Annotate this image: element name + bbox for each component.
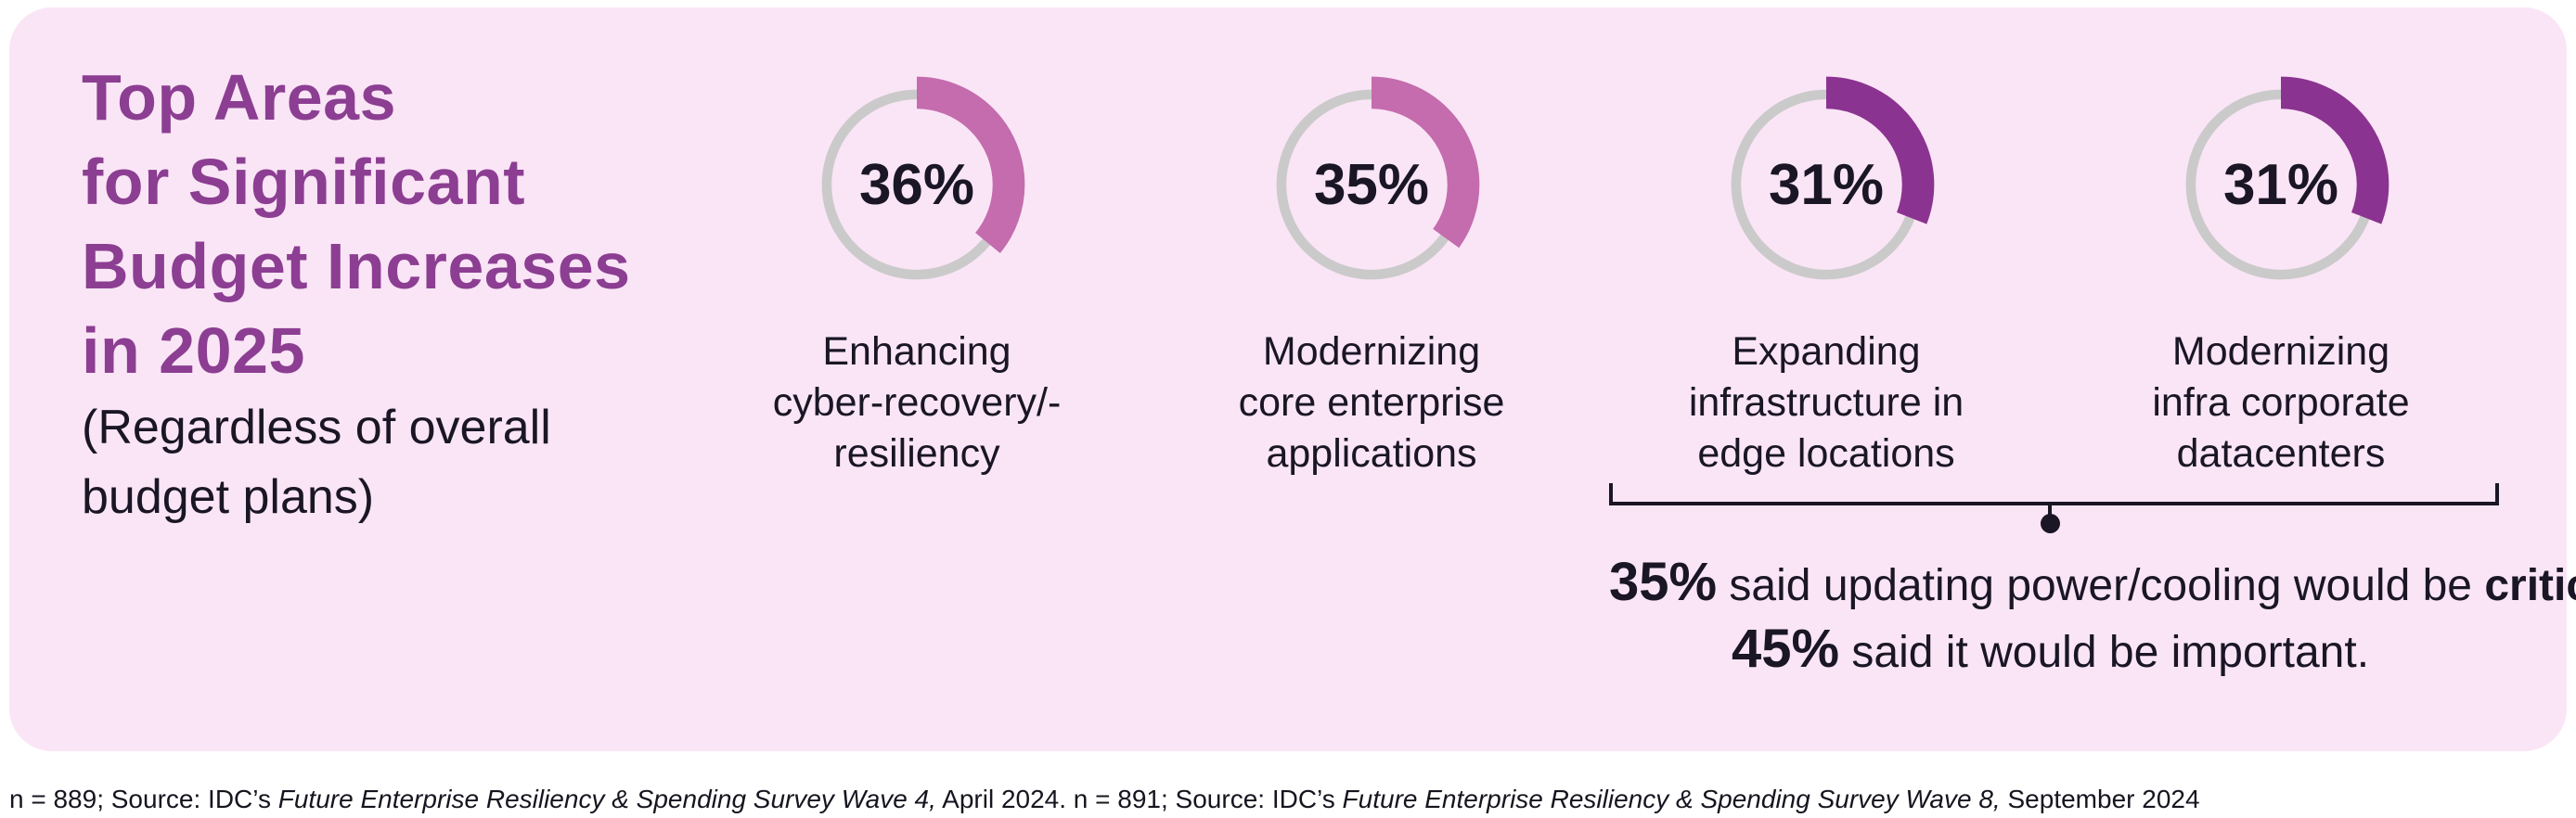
title-block: Top Areas for Significant Budget Increas… (82, 56, 713, 532)
donut-chart-edge-infra: 31% Expanding infrastructure in edge loc… (1599, 69, 2054, 479)
page-title-line: Top Areas (82, 61, 397, 134)
donut-ring: 36% (801, 69, 1033, 300)
budget-increase-card (9, 7, 2567, 751)
donut-percent-value: 31% (1768, 152, 1885, 217)
donut-ring: 35% (1256, 69, 1488, 300)
page-title-line: for Significant (82, 146, 526, 218)
donut-percent-value: 31% (2222, 152, 2339, 217)
donut-label: Modernizing infra corporate datacenters (2152, 329, 2410, 476)
donut-label: Modernizing core enterprise applications (1238, 329, 1505, 476)
donut-ring-svg (1263, 76, 1480, 293)
annotation-bracket-dot (2041, 514, 2060, 533)
page-title-line: Budget Increases (82, 230, 631, 302)
donut-chart-core-apps: 35% Modernizing core enterprise applicat… (1144, 69, 1599, 479)
page-subtitle-line: budget plans) (82, 470, 375, 524)
footer-survey-name-wave4: Future Enterprise Resiliency & Spending … (277, 785, 936, 813)
annotation-bracket (1609, 483, 2499, 505)
donut-percent-value: 35% (1313, 152, 1430, 217)
callout-critical-emphasis: critical. (2484, 561, 2576, 610)
callout-critical-text: said updating power/cooling would be (1717, 561, 2485, 610)
annotation-bracket-stem (2048, 502, 2052, 517)
callout-important-text: said it would be important. (1839, 628, 2370, 677)
donut-ring: 31% (2165, 69, 2397, 300)
footer-survey-name-wave8: Future Enterprise Resiliency & Spending … (1342, 785, 2001, 813)
callout-critical: 35% said updating power/cooling would be… (1609, 551, 2576, 613)
donut-chart-datacenters: 31% Modernizing infra corporate datacent… (2054, 69, 2508, 479)
footer-source: n = 889; Source: IDC’s Future Enterprise… (9, 785, 2561, 814)
footer-source-text: September 2024 (2000, 785, 2200, 813)
donut-label: Enhancing cyber-recovery/- resiliency (772, 329, 1062, 476)
footer-source-text: n = 889; Source: IDC’s (9, 785, 278, 813)
donut-ring: 31% (1710, 69, 1942, 300)
donut-percent-value: 36% (858, 152, 975, 217)
footer-source-text: April 2024. n = 891; Source: IDC’s (935, 785, 1343, 813)
donut-ring-svg (808, 76, 1025, 293)
page-title-line: in 2025 (82, 314, 305, 387)
page-subtitle-line: (Regardless of overall (82, 401, 551, 454)
donut-chart-cyber-recovery: 36% Enhancing cyber-recovery/- resilienc… (689, 69, 1144, 479)
donut-label: Expanding infrastructure in edge locatio… (1688, 329, 1964, 476)
callout-important: 45% said it would be important. (1609, 618, 2492, 680)
callout-important-percent: 45% (1731, 619, 1840, 679)
callout-critical-percent: 35% (1609, 552, 1718, 612)
donut-chart-row: 36% Enhancing cyber-recovery/- resilienc… (689, 69, 2508, 479)
donut-ring-svg (1718, 76, 1935, 293)
donut-ring-svg (2172, 76, 2389, 293)
